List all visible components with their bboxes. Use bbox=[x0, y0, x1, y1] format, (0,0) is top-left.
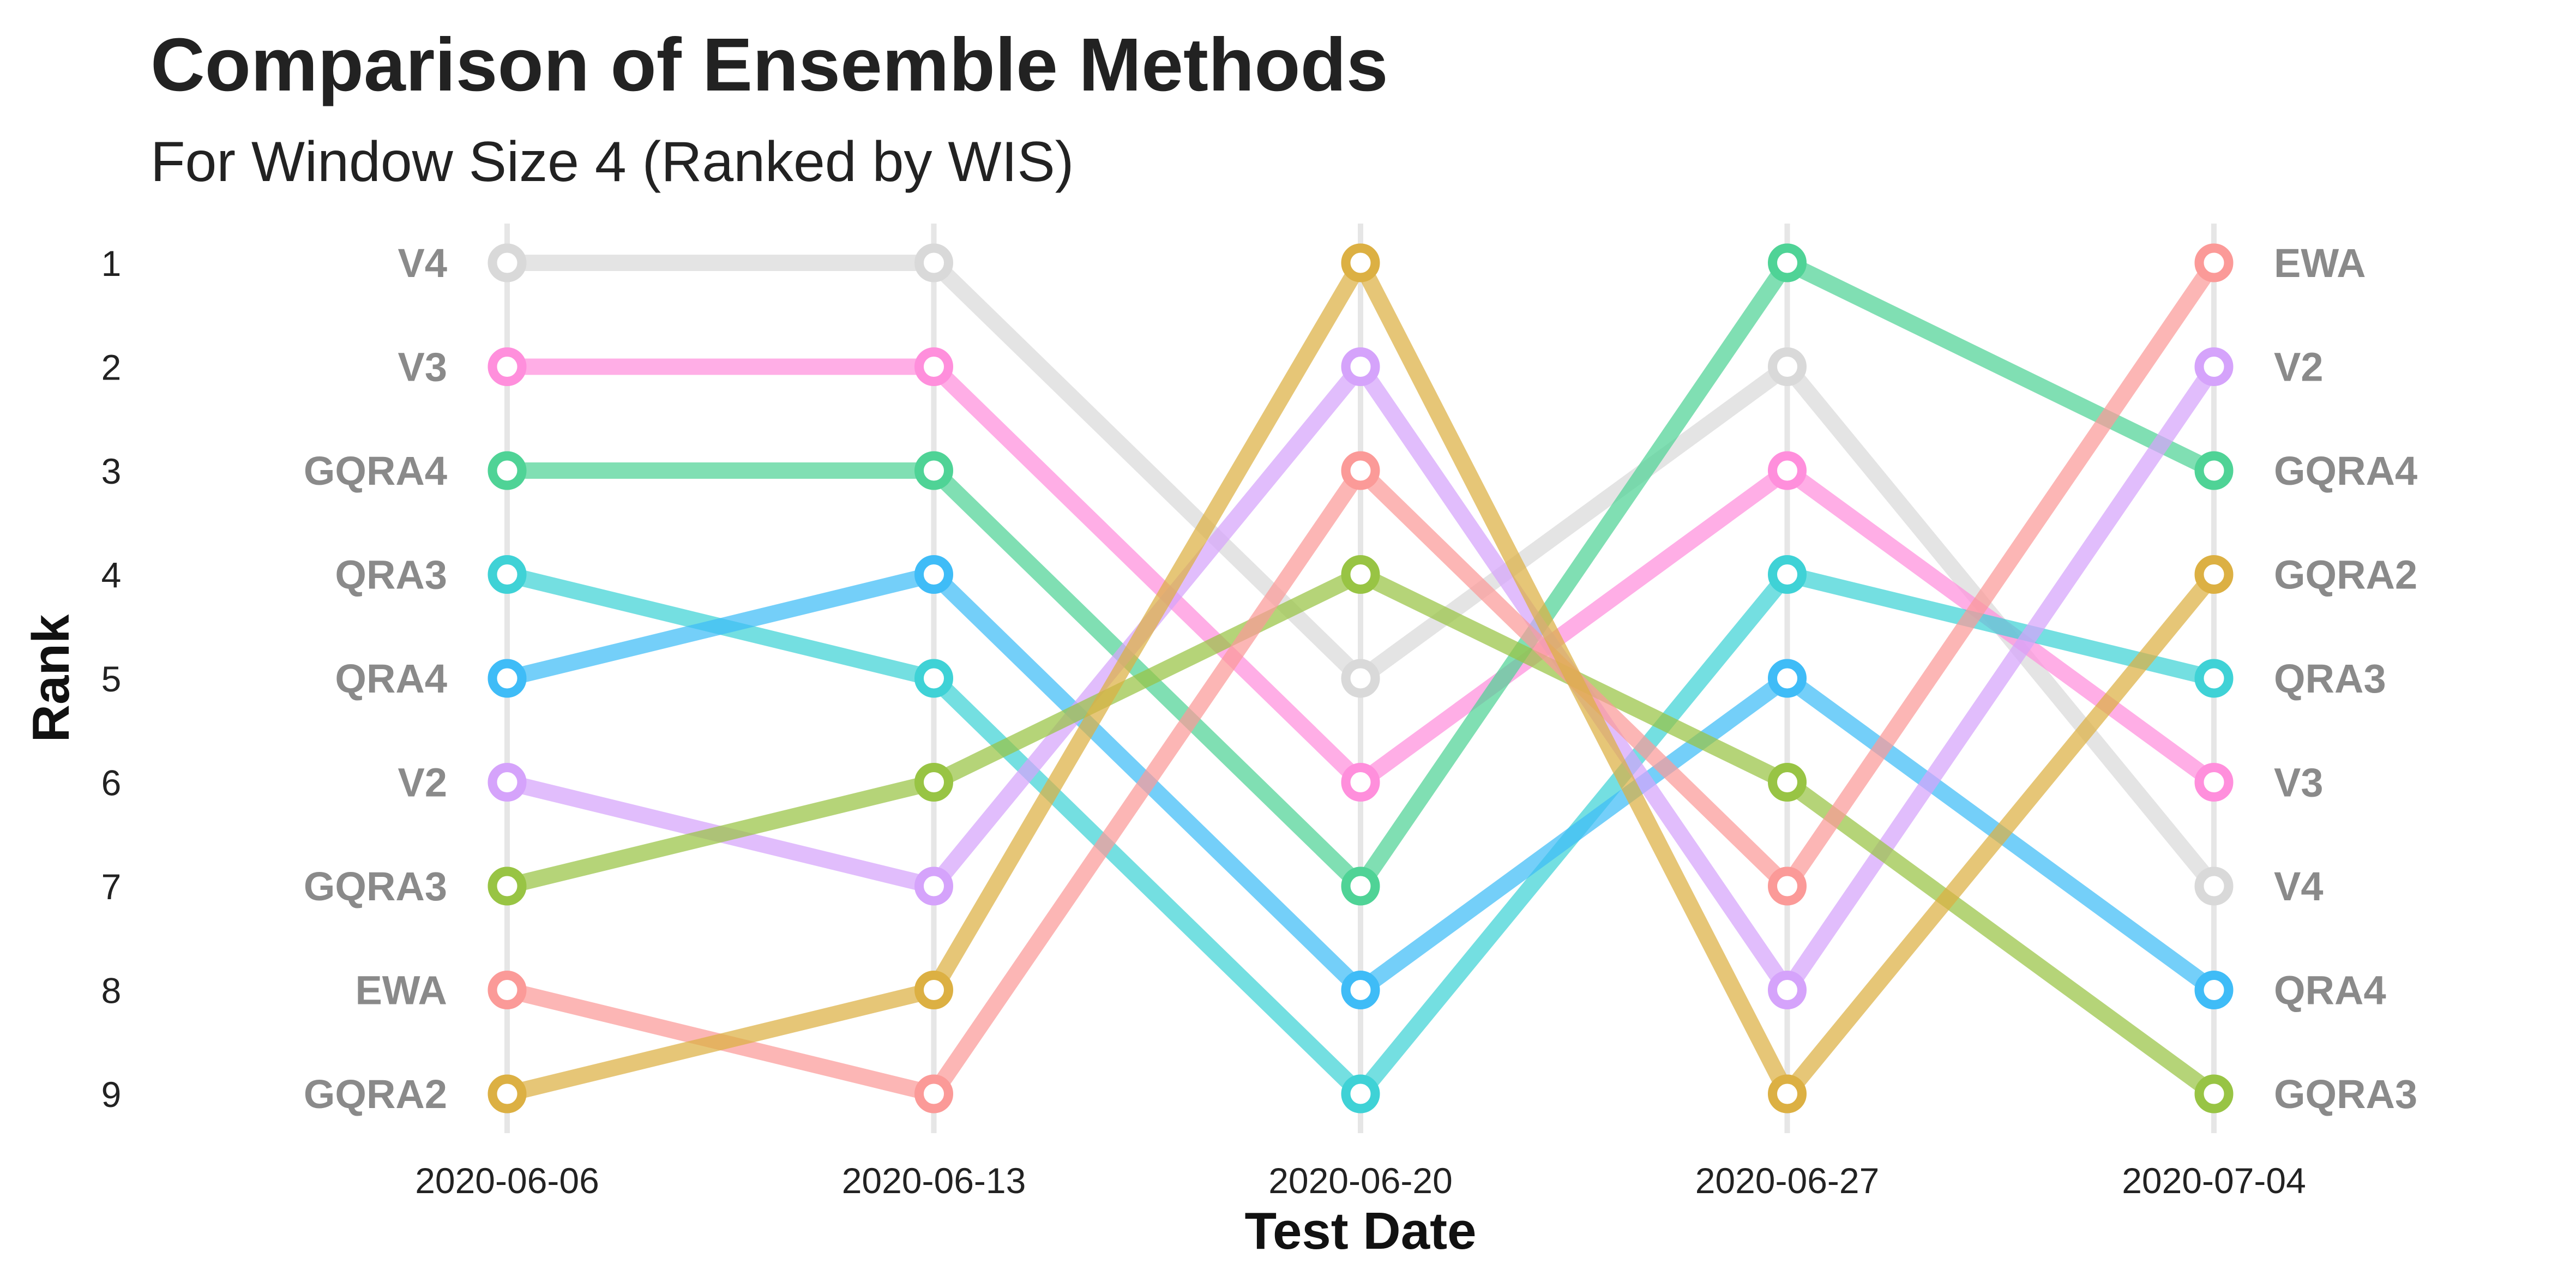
series-point-qra3 bbox=[2194, 659, 2234, 698]
series-point-ewa bbox=[1341, 451, 1380, 490]
x-axis-title: Test Date bbox=[1244, 1202, 1476, 1260]
series-point-qra4 bbox=[487, 659, 527, 698]
start-label-qra3: QRA3 bbox=[335, 552, 447, 598]
series-point-qra4 bbox=[1341, 971, 1380, 1009]
series-point-gqra3 bbox=[1768, 763, 1807, 802]
series-point-qra4 bbox=[1768, 659, 1807, 698]
start-label-v2: V2 bbox=[398, 760, 447, 805]
series-point-qra3 bbox=[487, 555, 527, 594]
x-tick-label: 2020-06-27 bbox=[1695, 1160, 1880, 1201]
chart-subtitle: For Window Size 4 (Ranked by WIS) bbox=[151, 130, 1074, 194]
series-point-qra4 bbox=[2194, 971, 2234, 1009]
end-label-v3: V3 bbox=[2274, 760, 2324, 805]
chart-title: Comparison of Ensemble Methods bbox=[151, 23, 1388, 107]
start-label-gqra2: GQRA2 bbox=[304, 1072, 447, 1117]
series-point-v4 bbox=[1768, 347, 1807, 386]
series-point-gqra2 bbox=[1341, 243, 1380, 282]
series-point-ewa bbox=[2194, 243, 2234, 282]
end-label-qra3: QRA3 bbox=[2274, 656, 2386, 701]
end-label-v2: V2 bbox=[2274, 345, 2324, 390]
series-point-v2 bbox=[914, 866, 953, 906]
series-point-gqra4 bbox=[487, 451, 527, 490]
x-tick-label: 2020-06-06 bbox=[415, 1160, 599, 1201]
y-tick-label: 7 bbox=[101, 866, 122, 907]
series-point-v3 bbox=[914, 347, 953, 386]
series-point-qra3 bbox=[914, 659, 953, 698]
series-point-gqra3 bbox=[914, 763, 953, 802]
y-tick-label: 6 bbox=[101, 763, 122, 803]
series-point-gqra2 bbox=[487, 1074, 527, 1114]
series-points bbox=[487, 243, 2234, 1114]
y-tick-label: 8 bbox=[101, 971, 122, 1011]
series-point-ewa bbox=[1768, 866, 1807, 906]
series-point-v2 bbox=[1341, 347, 1380, 386]
series-point-gqra3 bbox=[487, 866, 527, 906]
series-point-gqra4 bbox=[2194, 451, 2234, 490]
y-tick-label: 9 bbox=[101, 1074, 122, 1115]
series-point-gqra4 bbox=[1768, 243, 1807, 282]
series-point-v4 bbox=[487, 243, 527, 282]
series-point-gqra2 bbox=[1768, 1074, 1807, 1114]
series-point-v2 bbox=[487, 763, 527, 802]
series-point-v4 bbox=[2194, 866, 2234, 906]
y-tick-label: 5 bbox=[101, 659, 122, 699]
start-label-qra4: QRA4 bbox=[335, 656, 447, 701]
axis-ticks: 2020-06-06 2020-06-13 2020-06-20 2020-06-27… bbox=[101, 243, 2306, 1201]
series-point-gqra4 bbox=[1341, 866, 1380, 906]
series-point-gqra3 bbox=[2194, 1074, 2234, 1114]
x-tick-label: 2020-06-13 bbox=[842, 1160, 1026, 1201]
x-tick-label: 2020-07-04 bbox=[2122, 1160, 2306, 1201]
series-point-v2 bbox=[2194, 347, 2234, 386]
start-label-gqra4: GQRA4 bbox=[304, 448, 447, 493]
series-point-v4 bbox=[914, 243, 953, 282]
y-tick-label: 1 bbox=[101, 243, 122, 284]
start-label-v4: V4 bbox=[398, 240, 447, 286]
x-tick-label: 2020-06-20 bbox=[1268, 1160, 1453, 1201]
series-point-qra3 bbox=[1341, 1074, 1380, 1114]
end-label-ewa: EWA bbox=[2274, 240, 2366, 286]
y-axis-title: Rank bbox=[22, 614, 80, 742]
y-tick-label: 3 bbox=[101, 451, 122, 491]
series-point-gqra2 bbox=[2194, 555, 2234, 594]
start-label-ewa: EWA bbox=[355, 968, 447, 1013]
series-point-v2 bbox=[1768, 971, 1807, 1009]
series-point-qra3 bbox=[1768, 555, 1807, 594]
series-point-ewa bbox=[914, 1074, 953, 1114]
end-label-v4: V4 bbox=[2274, 864, 2324, 909]
end-label-gqra3: GQRA3 bbox=[2274, 1072, 2417, 1117]
end-label-gqra4: GQRA4 bbox=[2274, 448, 2417, 493]
series-point-v3 bbox=[487, 347, 527, 386]
series-point-v4 bbox=[1341, 659, 1380, 698]
series-point-v3 bbox=[1341, 763, 1380, 802]
start-label-v3: V3 bbox=[398, 345, 447, 390]
end-label-qra4: QRA4 bbox=[2274, 968, 2386, 1013]
series-point-ewa bbox=[487, 971, 527, 1009]
start-label-gqra3: GQRA3 bbox=[304, 864, 447, 909]
series-point-gqra3 bbox=[1341, 555, 1380, 594]
end-label-gqra2: GQRA2 bbox=[2274, 552, 2417, 598]
series-point-v3 bbox=[2194, 763, 2234, 802]
series-point-qra4 bbox=[914, 555, 953, 594]
series-point-v3 bbox=[1768, 451, 1807, 490]
series-point-gqra2 bbox=[914, 971, 953, 1009]
y-tick-label: 2 bbox=[101, 347, 122, 388]
series-point-gqra4 bbox=[914, 451, 953, 490]
y-tick-label: 4 bbox=[101, 555, 122, 595]
end-labels: V4 V4 V3 V3 GQRA4 GQRA4 QRA3 QRA3 QRA4 QRA4 V2 V2 GQ… bbox=[304, 240, 2417, 1117]
